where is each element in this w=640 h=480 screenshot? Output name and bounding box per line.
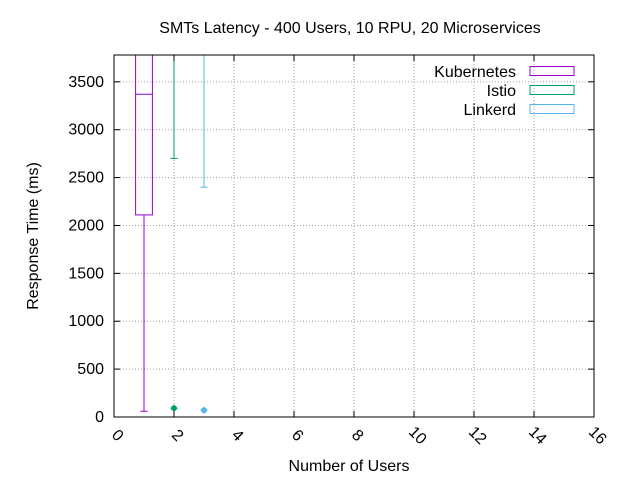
x-tick-label: 4	[228, 427, 246, 445]
chart-title: SMTs Latency - 400 Users, 10 RPU, 20 Mic…	[159, 20, 540, 37]
box-body	[135, 54, 153, 216]
legend: Kubernetes Istio Linkerd	[434, 64, 575, 119]
y-tick-label: 3500	[68, 74, 104, 91]
legend-item-istio: Istio	[487, 83, 575, 100]
legend-label: Kubernetes	[434, 64, 516, 81]
x-axis-label: Number of Users	[289, 458, 410, 475]
legend-label: Linkerd	[464, 102, 516, 119]
x-tick-label: 6	[288, 427, 306, 445]
y-tick-label: 1000	[68, 313, 104, 330]
x-tick-label: 8	[348, 427, 366, 445]
box-kubernetes	[135, 54, 153, 412]
x-tick-label: 10	[405, 424, 430, 449]
y-tick-label: 3000	[68, 122, 104, 139]
y-tick-label: 2500	[68, 170, 104, 187]
legend-item-linkerd: Linkerd	[464, 102, 575, 119]
legend-label: Istio	[487, 83, 516, 100]
legend-swatch	[529, 66, 575, 76]
box-linkerd	[200, 55, 208, 414]
legend-swatch	[529, 104, 575, 114]
x-tick-label: 12	[465, 424, 490, 449]
x-tick-label: 2	[168, 427, 186, 445]
grid-lines	[114, 55, 594, 417]
box-istio	[170, 55, 178, 412]
legend-swatch	[529, 85, 575, 95]
x-tick-label: 0	[108, 427, 126, 445]
y-tick-label: 1500	[68, 265, 104, 282]
box-plots	[135, 54, 208, 414]
legend-item-kubernetes: Kubernetes	[434, 64, 575, 81]
axis-ticks: 0 500 1000 1500 2000 2500 3000 3500 0 2 4 6 8 10 12 14 1…	[68, 55, 610, 449]
y-tick-label: 0	[95, 409, 104, 426]
x-tick-label: 16	[585, 424, 610, 449]
y-tick-label: 2000	[68, 217, 104, 234]
x-tick-label: 14	[525, 424, 550, 449]
y-tick-label: 500	[77, 361, 104, 378]
y-axis-label: Response Time (ms)	[25, 162, 42, 310]
